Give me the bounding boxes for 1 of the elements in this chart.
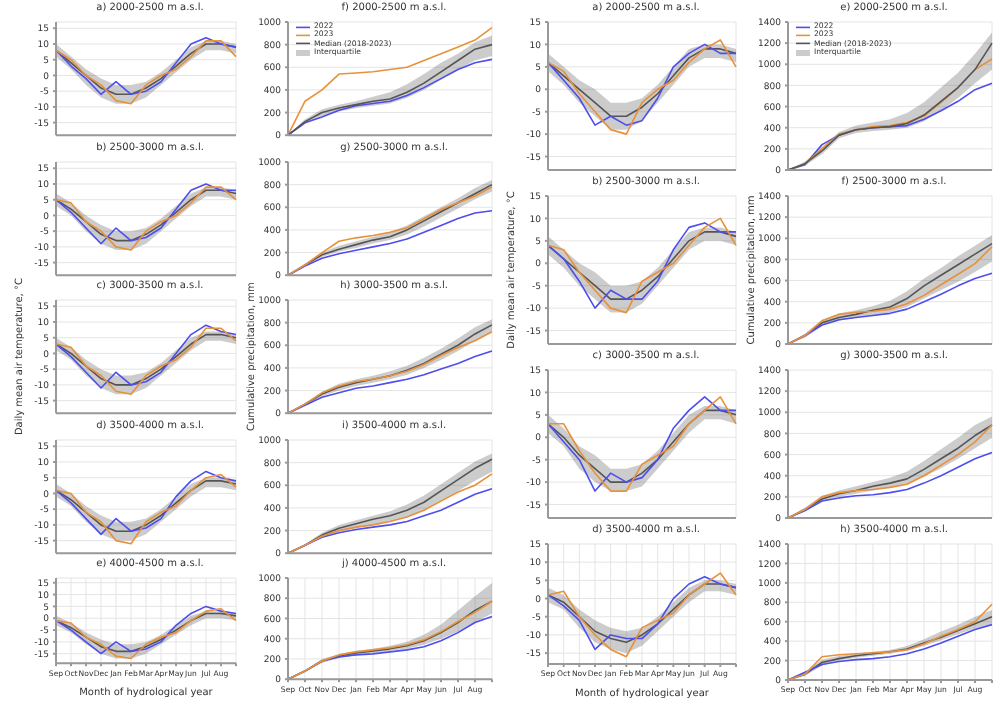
line-series — [55, 479, 237, 532]
